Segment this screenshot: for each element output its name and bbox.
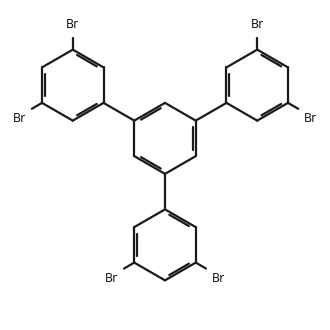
- Text: Br: Br: [304, 112, 317, 125]
- Text: Br: Br: [251, 18, 264, 31]
- Text: Br: Br: [13, 112, 26, 125]
- Text: Br: Br: [66, 18, 79, 31]
- Text: Br: Br: [212, 272, 225, 285]
- Text: Br: Br: [105, 272, 118, 285]
